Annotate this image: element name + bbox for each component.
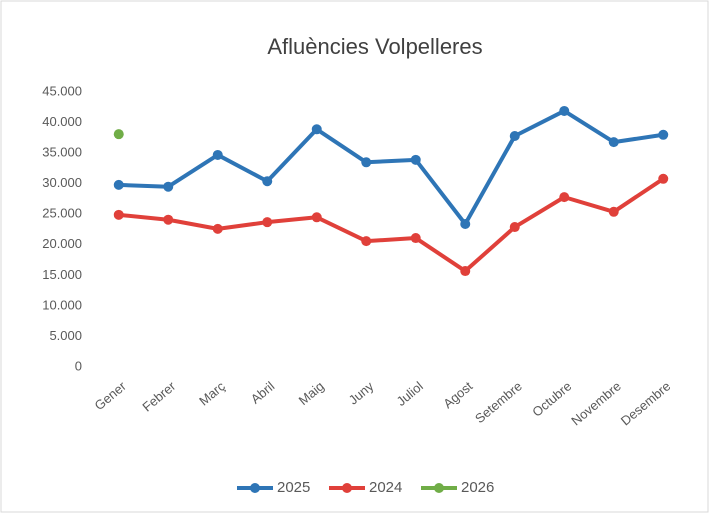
y-tick-label: 15.000 xyxy=(42,267,82,282)
series-line xyxy=(118,108,664,226)
legend-label: 2026 xyxy=(461,479,494,496)
legend-marker xyxy=(434,483,444,493)
data-point xyxy=(262,176,273,187)
data-point xyxy=(311,212,322,223)
y-tick-label: 35.000 xyxy=(42,145,82,160)
data-point xyxy=(262,217,273,228)
data-point xyxy=(559,192,570,203)
data-point xyxy=(608,137,619,148)
data-point xyxy=(559,105,570,116)
legend-marker xyxy=(250,483,260,493)
data-point xyxy=(608,206,619,217)
data-point xyxy=(163,181,174,192)
data-point xyxy=(509,222,520,233)
legend-marker xyxy=(342,483,352,493)
data-point xyxy=(311,124,322,135)
data-point xyxy=(212,223,223,234)
data-point xyxy=(113,209,124,220)
data-point xyxy=(361,157,372,168)
y-tick-label: 30.000 xyxy=(42,175,82,190)
data-point xyxy=(460,219,471,229)
y-tick-label: 45.000 xyxy=(42,83,82,98)
data-point xyxy=(410,233,421,244)
data-point xyxy=(658,129,669,140)
y-tick-label: 25.000 xyxy=(42,206,82,221)
data-point xyxy=(361,236,372,247)
y-tick-label: 5.000 xyxy=(49,328,82,343)
y-tick-label: 10.000 xyxy=(42,297,82,312)
data-point xyxy=(113,129,124,140)
data-point xyxy=(163,214,174,225)
chart-title: Afluències Volpelleres xyxy=(267,34,482,59)
series-line xyxy=(118,177,665,274)
data-point xyxy=(509,131,520,141)
data-point xyxy=(460,266,471,277)
y-tick-label: 40.000 xyxy=(42,114,82,129)
legend-label: 2025 xyxy=(277,479,310,496)
y-tick-label: 20.000 xyxy=(42,236,82,251)
y-tick-label: 0 xyxy=(75,358,82,373)
data-point xyxy=(658,173,669,184)
data-point xyxy=(212,149,223,160)
data-point xyxy=(410,154,421,165)
data-point xyxy=(113,179,124,190)
legend-label: 2024 xyxy=(369,479,402,496)
